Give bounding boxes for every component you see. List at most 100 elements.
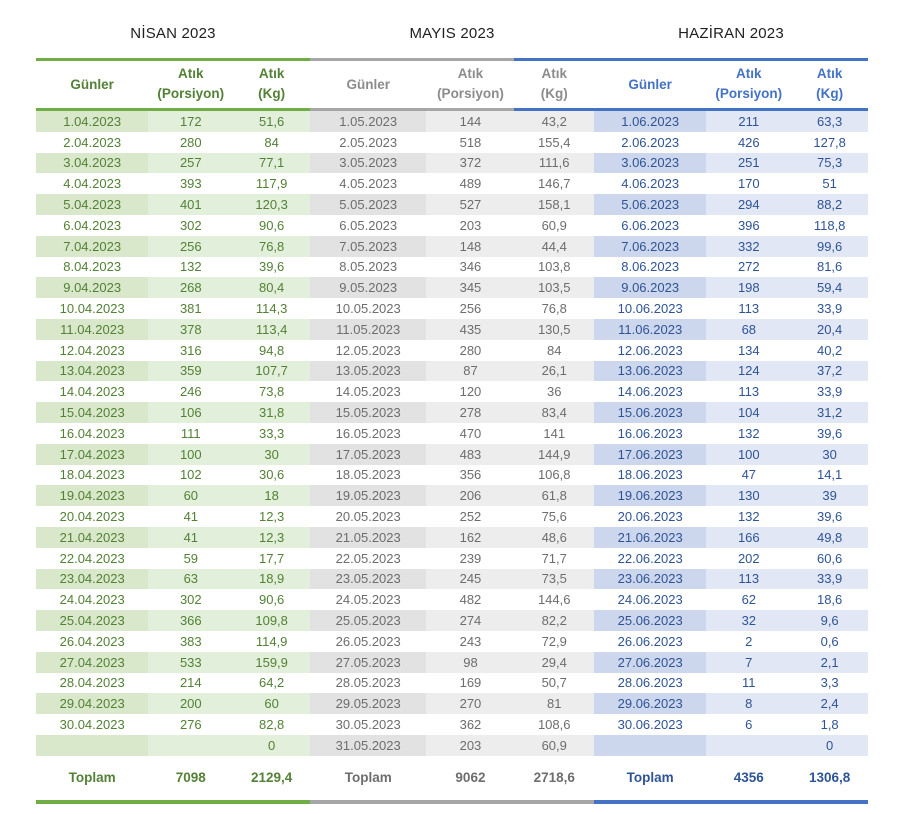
kg-value-cell: 114,3 bbox=[233, 298, 310, 319]
table-row: 3.06.202325175,3 bbox=[594, 153, 868, 174]
table-row: 23.04.20236318,9 bbox=[36, 569, 310, 590]
day-cell: 2.06.2023 bbox=[594, 132, 706, 153]
portion-value-cell: 100 bbox=[706, 444, 791, 465]
table-row: 4.05.2023489146,7 bbox=[310, 173, 594, 194]
day-cell: 5.04.2023 bbox=[36, 194, 148, 215]
table-row: 4.06.202317051 bbox=[594, 173, 868, 194]
kg-value-cell: 111,6 bbox=[514, 153, 594, 174]
kg-value-cell: 127,8 bbox=[791, 132, 868, 153]
table-row: 11.06.20236820,4 bbox=[594, 319, 868, 340]
column-header-days: Günler bbox=[36, 60, 148, 110]
day-cell: 15.06.2023 bbox=[594, 402, 706, 423]
day-cell: 8.06.2023 bbox=[594, 257, 706, 278]
kg-value-cell: 106,8 bbox=[514, 465, 594, 486]
header-line-waste: Atık bbox=[791, 64, 868, 84]
kg-value-cell: 48,6 bbox=[514, 527, 594, 548]
table-row: 14.06.202311333,9 bbox=[594, 381, 868, 402]
day-cell: 2.04.2023 bbox=[36, 132, 148, 153]
table-row: 17.06.202310030 bbox=[594, 444, 868, 465]
day-cell: 12.06.2023 bbox=[594, 340, 706, 361]
portion-value-cell: 68 bbox=[706, 319, 791, 340]
day-cell: 16.05.2023 bbox=[310, 423, 426, 444]
kg-value-cell: 39,6 bbox=[791, 506, 868, 527]
kg-value-cell: 31,2 bbox=[791, 402, 868, 423]
month-title: NİSAN 2023 bbox=[36, 22, 310, 46]
day-cell: 8.04.2023 bbox=[36, 257, 148, 278]
portion-value-cell: 47 bbox=[706, 465, 791, 486]
header-row: Günler Atık (Porsiyon) Atık (Kg) bbox=[310, 60, 594, 110]
portion-value-cell: 120 bbox=[426, 381, 514, 402]
table-row: 18.04.202310230,6 bbox=[36, 465, 310, 486]
table-row: 14.05.202312036 bbox=[310, 381, 594, 402]
portion-value-cell: 214 bbox=[148, 673, 233, 694]
total-label: Toplam bbox=[594, 756, 706, 802]
kg-value-cell: 146,7 bbox=[514, 173, 594, 194]
kg-value-cell: 103,5 bbox=[514, 277, 594, 298]
table-row: 23.05.202324573,5 bbox=[310, 569, 594, 590]
kg-value-cell: 36 bbox=[514, 381, 594, 402]
kg-value-cell: 39 bbox=[791, 485, 868, 506]
column-header-days: Günler bbox=[310, 60, 426, 110]
column-header-days: Günler bbox=[594, 60, 706, 110]
portion-value-cell: 272 bbox=[706, 257, 791, 278]
kg-value-cell: 44,4 bbox=[514, 236, 594, 257]
day-cell: 28.05.2023 bbox=[310, 673, 426, 694]
portion-value-cell: 124 bbox=[706, 361, 791, 382]
portion-value-cell: 111 bbox=[148, 423, 233, 444]
portion-value-cell: 401 bbox=[148, 194, 233, 215]
kg-value-cell: 59,4 bbox=[791, 277, 868, 298]
kg-value-cell: 2,4 bbox=[791, 693, 868, 714]
day-cell: 3.04.2023 bbox=[36, 153, 148, 174]
day-cell: 27.04.2023 bbox=[36, 652, 148, 673]
portion-value-cell: 256 bbox=[426, 298, 514, 319]
table-row: 9.05.2023345103,5 bbox=[310, 277, 594, 298]
day-cell: 11.04.2023 bbox=[36, 319, 148, 340]
kg-value-cell: 90,6 bbox=[233, 589, 310, 610]
table-row: 15.06.202310431,2 bbox=[594, 402, 868, 423]
table-row: 11.05.2023435130,5 bbox=[310, 319, 594, 340]
table-row: 8.04.202313239,6 bbox=[36, 257, 310, 278]
table-row: 24.06.20236218,6 bbox=[594, 589, 868, 610]
table-row: 29.06.202382,4 bbox=[594, 693, 868, 714]
table-row: 25.05.202327482,2 bbox=[310, 610, 594, 631]
table-row: 6.04.202330290,6 bbox=[36, 215, 310, 236]
portion-value-cell: 276 bbox=[148, 714, 233, 735]
table-row: 29.05.202327081 bbox=[310, 693, 594, 714]
day-cell: 19.05.2023 bbox=[310, 485, 426, 506]
kg-value-cell: 76,8 bbox=[514, 298, 594, 319]
total-portion-value: 4356 bbox=[706, 756, 791, 802]
portion-value-cell: 134 bbox=[706, 340, 791, 361]
kg-value-cell: 33,3 bbox=[233, 423, 310, 444]
kg-value-cell: 94,8 bbox=[233, 340, 310, 361]
table-row: 30.05.2023362108,6 bbox=[310, 714, 594, 735]
kg-value-cell: 18,6 bbox=[791, 589, 868, 610]
table-row: 28.06.2023113,3 bbox=[594, 673, 868, 694]
portion-value-cell: 59 bbox=[148, 548, 233, 569]
table-row: 21.05.202316248,6 bbox=[310, 527, 594, 548]
kg-value-cell: 60 bbox=[233, 693, 310, 714]
table-row: 7.04.202325676,8 bbox=[36, 236, 310, 257]
day-cell: 14.05.2023 bbox=[310, 381, 426, 402]
day-cell: 11.05.2023 bbox=[310, 319, 426, 340]
portion-value-cell: 106 bbox=[148, 402, 233, 423]
day-cell: 12.04.2023 bbox=[36, 340, 148, 361]
table-row: 13.06.202312437,2 bbox=[594, 361, 868, 382]
day-cell: 28.04.2023 bbox=[36, 673, 148, 694]
portion-value-cell: 102 bbox=[148, 465, 233, 486]
day-cell: 13.06.2023 bbox=[594, 361, 706, 382]
day-cell: 26.04.2023 bbox=[36, 631, 148, 652]
portion-value-cell: 251 bbox=[706, 153, 791, 174]
table-row: 2.06.2023426127,8 bbox=[594, 132, 868, 153]
day-cell: 14.04.2023 bbox=[36, 381, 148, 402]
kg-value-cell: 108,6 bbox=[514, 714, 594, 735]
table-row: 22.05.202323971,7 bbox=[310, 548, 594, 569]
day-cell: 24.04.2023 bbox=[36, 589, 148, 610]
portion-value-cell: 527 bbox=[426, 194, 514, 215]
kg-value-cell: 12,3 bbox=[233, 527, 310, 548]
day-cell: 29.04.2023 bbox=[36, 693, 148, 714]
month-table-nisan: Günler Atık (Porsiyon) Atık (Kg) 1.04.20… bbox=[36, 58, 310, 804]
kg-value-cell: 51 bbox=[791, 173, 868, 194]
kg-value-cell: 75,3 bbox=[791, 153, 868, 174]
day-cell: 30.04.2023 bbox=[36, 714, 148, 735]
kg-value-cell: 118,8 bbox=[791, 215, 868, 236]
